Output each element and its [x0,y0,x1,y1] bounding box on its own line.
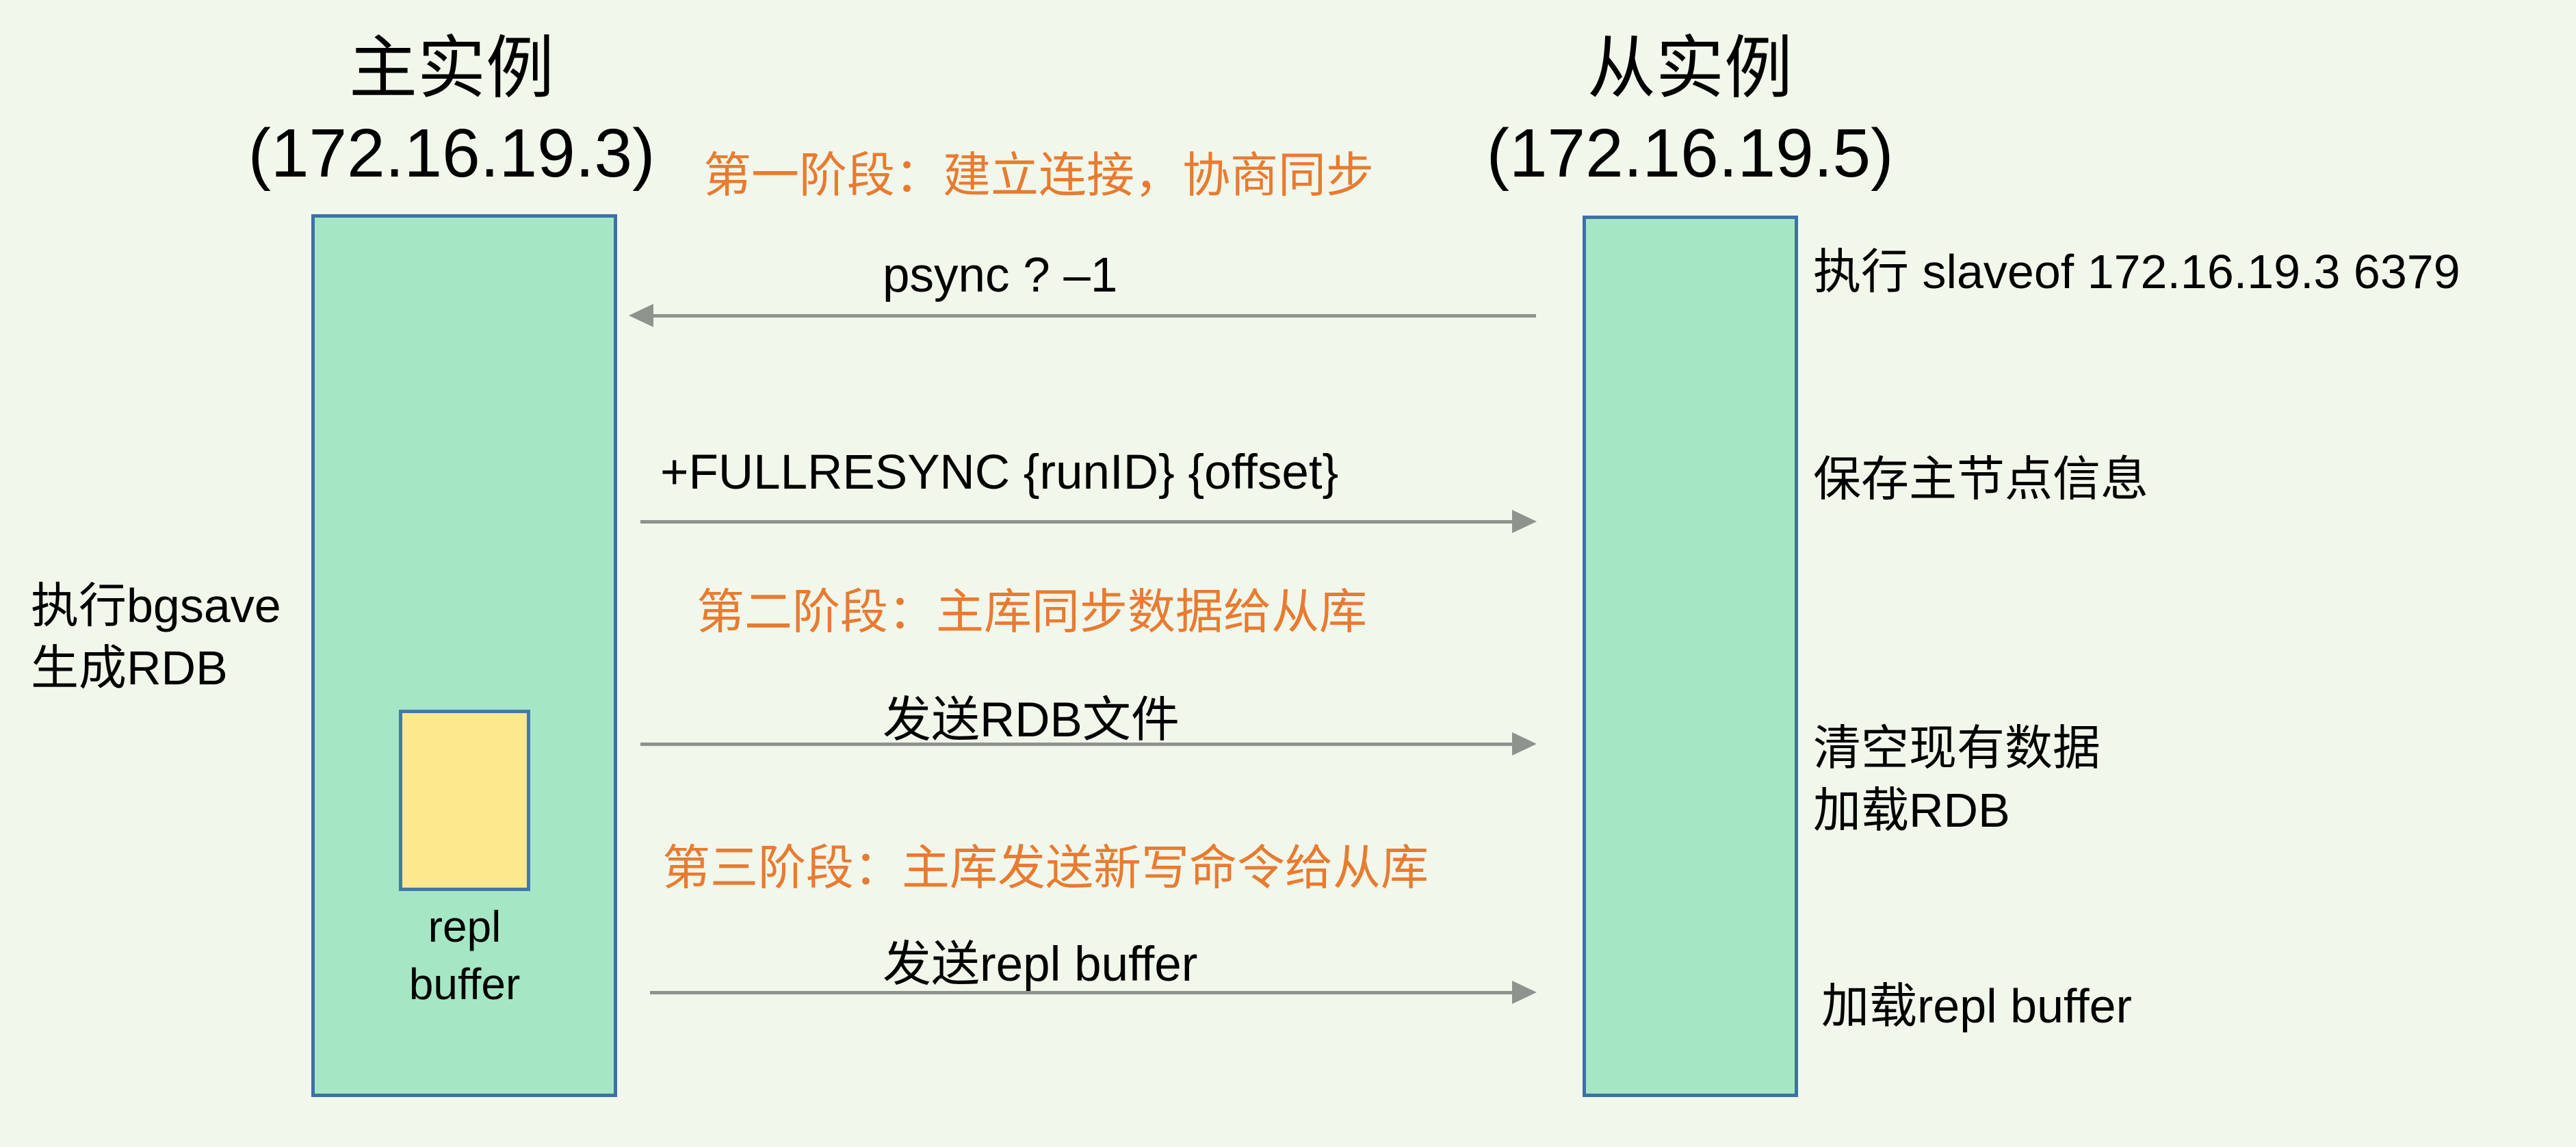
slave-note-save-master-info: 保存主节点信息 [1813,452,2148,506]
message-psync-label: psync ? –1 [883,248,1118,302]
message-send-repl-buffer-label: 发送repl buffer [883,938,1198,992]
repl-buffer-label-line1: repl [428,902,502,951]
slave-note-clear-line2: 加载RDB [1813,784,2010,837]
slave-node-rect [1583,216,1798,1097]
repl-buffer-box [399,710,530,891]
phase-3-label: 第三阶段：主库发送新写命令给从库 [662,841,1429,894]
arrow-left-psync [629,304,1536,327]
master-title: 主实例 (172.16.19.3) [233,26,671,196]
arrow-right-fullresync [640,510,1537,533]
phase-2-label: 第二阶段：主库同步数据给从库 [697,585,1367,639]
arrow-right-send-repl-buffer [650,981,1537,1004]
master-note-bgsave-line2: 生成RDB [31,641,228,695]
master-title-name: 主实例 [349,30,554,107]
master-node-rect [311,214,617,1097]
repl-buffer-label: repl buffer [358,898,571,1014]
master-note-bgsave-line1: 执行bgsave [31,579,281,632]
slave-note-clear-line1: 清空现有数据 [1813,721,2100,775]
master-note-bgsave: 执行bgsave 生成RDB [31,575,281,699]
slave-title-ip: (172.16.19.5) [1486,115,1894,192]
message-send-rdb-label: 发送RDB文件 [883,693,1180,747]
slave-note-clear-and-load-rdb: 清空现有数据 加载RDB [1813,717,2100,842]
message-fullresync-label: +FULLRESYNC {runID} {offset} [660,446,1339,500]
slave-note-exec-slaveof: 执行 slaveof 172.16.19.3 6379 [1813,245,2460,298]
arrow-right-send-rdb [640,732,1537,756]
repl-buffer-label-line2: buffer [408,959,521,1009]
slave-title: 从实例 (172.16.19.5) [1471,26,1909,196]
master-title-ip: (172.16.19.3) [248,115,655,192]
phase-1-label: 第一阶段：建立连接，协商同步 [703,149,1374,202]
slave-note-load-repl-buffer: 加载repl buffer [1821,979,2132,1033]
slave-title-name: 从实例 [1587,30,1793,107]
